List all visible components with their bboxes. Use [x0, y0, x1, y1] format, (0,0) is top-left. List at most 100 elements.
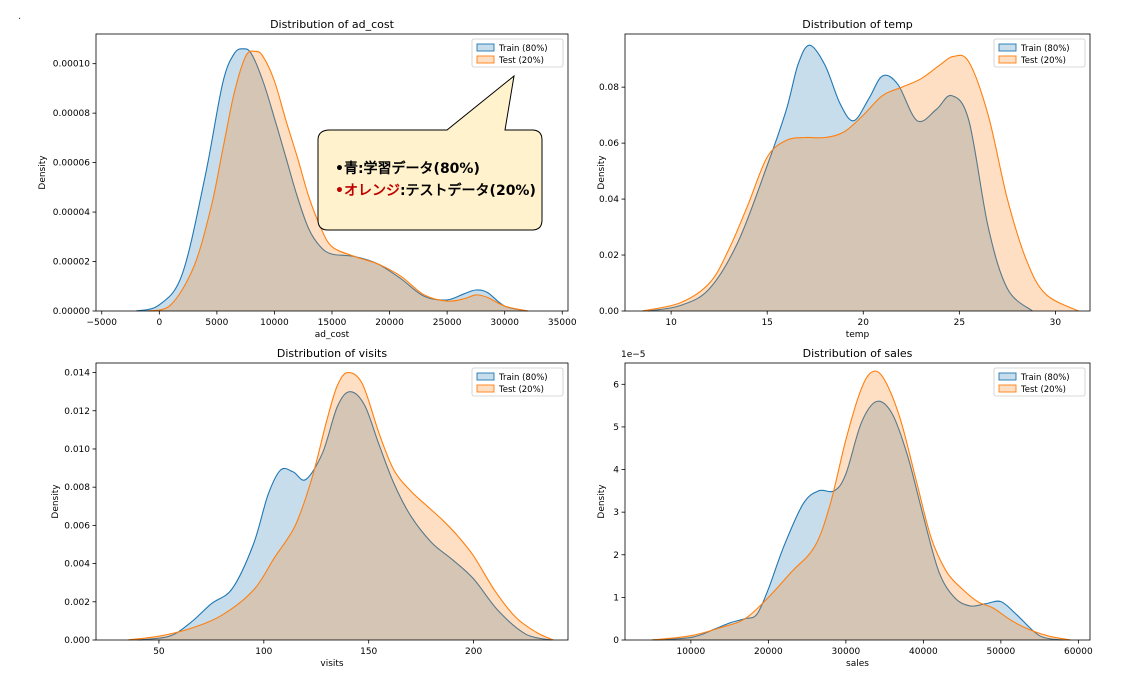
legend-box	[471, 38, 564, 68]
legend-swatch-train	[998, 43, 1017, 52]
legend-label-train: Train (80%)	[1020, 44, 1070, 54]
x-tick-label: 20000	[375, 318, 404, 328]
y-tick-label: 0.02	[599, 251, 619, 261]
y-tick-label: 6	[613, 380, 619, 390]
legend: Train (80%) Test (20%)	[993, 367, 1086, 397]
axes-frame	[95, 362, 569, 641]
legend-box	[471, 367, 564, 397]
legend-swatch-test	[476, 384, 495, 393]
legend: Train (80%) Test (20%)	[993, 38, 1086, 68]
x-tick-label: 100	[255, 647, 272, 657]
y-tick-label: 3	[613, 508, 619, 518]
y-tick-label: 4	[613, 466, 619, 476]
callout-line-test-rest: :テストデータ(20%)	[399, 183, 536, 199]
x-axis-label: temp	[846, 330, 870, 340]
series-line-test	[652, 370, 1071, 641]
x-tick-label: 15	[761, 318, 772, 328]
x-tick-label: 50	[153, 647, 165, 657]
x-tick-label: 60000	[1064, 647, 1093, 657]
series-area-test	[127, 372, 554, 640]
panel-temp: 10 15 20 25 30 0.00 0.02 0.04 0.06 0.08 Distributi…	[597, 18, 1091, 340]
panel-sales: 10000 20000 30000 40000 50000 60000 0 1 2 3 4 5 6 Dis…	[597, 347, 1093, 669]
callout-line-test: •オレンジ:テストデータ(20%)	[335, 180, 545, 202]
y-tick-label: 0.00000	[53, 307, 90, 317]
y-tick-label: 0.00002	[53, 258, 90, 268]
x-tick-label: 35000	[548, 318, 577, 328]
x-tick-label: 50000	[987, 647, 1016, 657]
series-line-test	[147, 50, 528, 312]
x-tick-label: 30	[1050, 318, 1062, 328]
x-tick-label: 20	[858, 318, 870, 328]
legend-box	[993, 367, 1086, 397]
x-tick-label: 0	[156, 318, 162, 328]
axes-frame	[624, 33, 1091, 312]
y-tick-label: 0.08	[599, 83, 619, 93]
series-area-train	[652, 401, 1063, 640]
y-tick-label: 0.014	[64, 369, 90, 379]
y-tick-label: 0.00004	[53, 208, 90, 218]
panel-ad-cost: −5000 0 5000 10000 15000 20000 25000 30000 35000…	[38, 18, 577, 340]
y-tick-label: 0.00010	[53, 60, 90, 70]
series-area-test	[147, 51, 528, 312]
y-axis-label: Density	[597, 484, 607, 519]
legend-swatch-train	[476, 43, 495, 52]
callout-text: •青:学習データ(80%) •オレンジ:テストデータ(20%)	[335, 158, 545, 202]
legend-label-train: Train (80%)	[1020, 373, 1070, 383]
y-tick-label: 0.04	[599, 195, 619, 205]
y-tick-label: 0	[613, 636, 619, 646]
legend-swatch-test	[998, 55, 1017, 64]
y-axis-label: Density	[51, 484, 61, 519]
callout-line-train: •青:学習データ(80%)	[335, 161, 480, 177]
x-tick-label: 40000	[909, 647, 938, 657]
legend-label-train: Train (80%)	[498, 373, 548, 383]
x-axis-label: ad_cost	[315, 330, 350, 340]
series-area-train	[138, 391, 552, 640]
chart-title: Distribution of ad_cost	[270, 18, 395, 31]
x-tick-label: 10000	[677, 647, 706, 657]
y-tick-label: 0.012	[64, 407, 90, 417]
series-line-train	[648, 44, 1033, 312]
y-axis-label: Density	[38, 155, 48, 190]
legend-box	[993, 38, 1086, 68]
x-tick-label: 10000	[260, 318, 289, 328]
x-tick-label: 25	[954, 318, 965, 328]
callout-shape	[317, 74, 543, 231]
y-tick-label: 0.06	[599, 139, 619, 149]
series-area-test	[652, 371, 1071, 640]
panel-visits: 50 100 150 200 0.000 0.002 0.004 0.006 0.008 0.01…	[51, 347, 569, 669]
y-tick-label: 0.004	[64, 560, 90, 570]
legend-swatch-train	[476, 372, 495, 381]
y-axis-label: Density	[597, 155, 607, 190]
x-tick-label: 25000	[433, 318, 462, 328]
legend-label-test: Test (20%)	[1020, 385, 1066, 395]
x-tick-label: 20000	[754, 647, 783, 657]
series-line-train	[137, 391, 552, 641]
legend-swatch-test	[998, 384, 1017, 393]
chart-title: Distribution of temp	[802, 18, 913, 31]
x-tick-label: −5000	[87, 318, 118, 328]
y-tick-label: 1	[613, 593, 619, 603]
legend-swatch-train	[998, 372, 1017, 381]
series-area-train	[136, 48, 528, 311]
legend-swatch-test	[476, 55, 495, 64]
y-exponent-label: 1e−5	[621, 350, 646, 360]
series-area-test	[642, 55, 1079, 311]
x-tick-label: 30000	[490, 318, 519, 328]
x-axis-label: sales	[846, 659, 869, 669]
y-tick-label: 0.00008	[53, 109, 90, 119]
series-area-train	[648, 45, 1033, 311]
callout-bubble	[317, 74, 543, 231]
x-tick-label: 150	[360, 647, 377, 657]
y-tick-label: 0.00	[599, 307, 619, 317]
y-tick-label: 2	[613, 551, 619, 561]
y-tick-label: 5	[613, 423, 619, 433]
y-tick-label: 0.008	[64, 483, 90, 493]
y-tick-label: 0.002	[64, 598, 90, 608]
x-tick-label: 5000	[205, 318, 228, 328]
x-tick-label: 30000	[832, 647, 861, 657]
x-tick-label: 15000	[318, 318, 347, 328]
x-tick-label: 10	[665, 318, 677, 328]
x-axis-label: visits	[320, 659, 344, 669]
legend-label-train: Train (80%)	[498, 44, 548, 54]
